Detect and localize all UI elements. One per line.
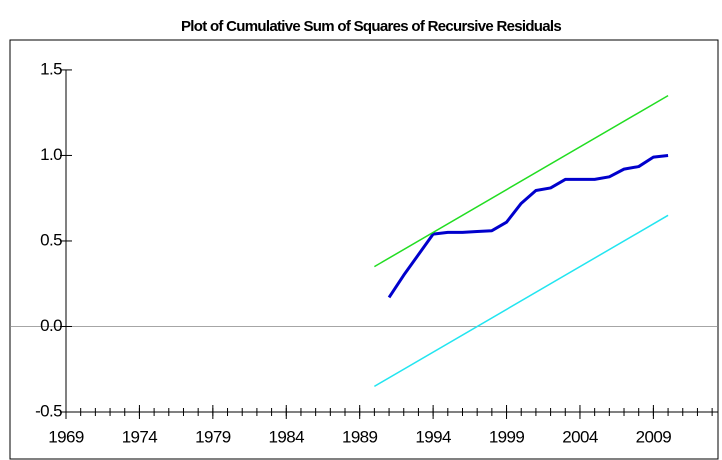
chart-title: Plot of Cumulative Sum of Squares of Rec… bbox=[181, 18, 561, 35]
y-tick-label: 1.5 bbox=[40, 59, 62, 78]
x-tick-label: 1994 bbox=[415, 427, 451, 446]
series-line bbox=[374, 94, 669, 268]
x-tick-label: 1969 bbox=[48, 427, 84, 446]
y-tick-label: -0.5 bbox=[35, 401, 62, 420]
x-tick-label: 1989 bbox=[342, 427, 378, 446]
y-tick-label: 0.0 bbox=[40, 316, 62, 335]
x-tick-label: 2009 bbox=[636, 427, 672, 446]
plot-frame bbox=[9, 39, 719, 460]
y-tick-label: 1.0 bbox=[40, 145, 62, 164]
x-tick-label: 1999 bbox=[489, 427, 525, 446]
series-line bbox=[374, 214, 669, 387]
y-tick-label: 0.5 bbox=[40, 230, 62, 249]
x-tick-label: 1974 bbox=[122, 427, 158, 446]
x-tick-label: 1984 bbox=[269, 427, 305, 446]
x-tick-label: 1979 bbox=[195, 427, 231, 446]
x-tick-label: 2004 bbox=[562, 427, 598, 446]
series-line bbox=[387, 153, 669, 299]
